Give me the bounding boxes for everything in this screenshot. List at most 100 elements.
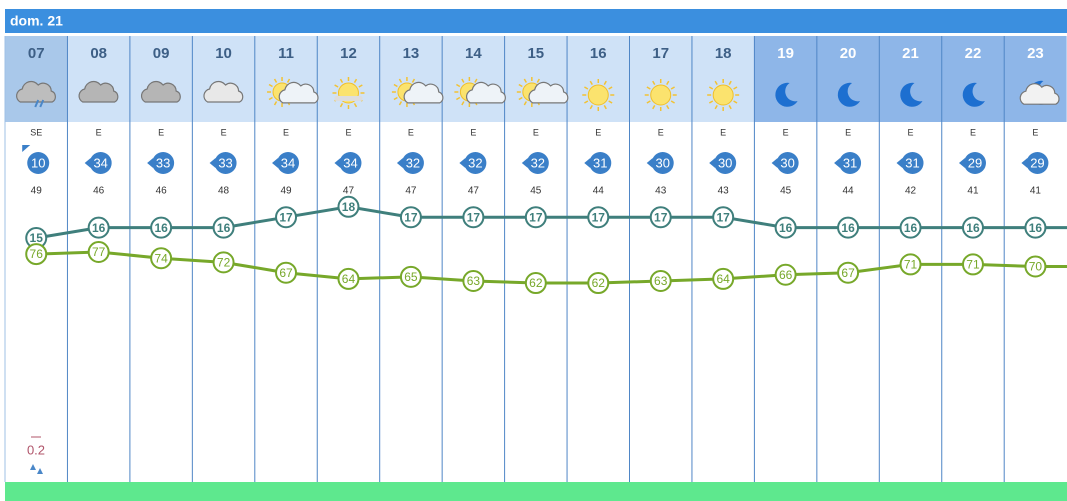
hour-label: 16 [590,45,607,62]
wind-speed: 10 [31,155,45,170]
sun-ray [589,105,593,110]
pressure: 49 [31,186,43,197]
humidity-label: 67 [841,266,855,280]
pressure: 45 [780,186,792,197]
temperature-label: 17 [592,210,606,224]
wind-speed: 32 [406,155,420,170]
wind-arrow [209,158,216,168]
sun-ray [714,80,718,85]
hour-header [941,36,1005,122]
sun-ray [268,83,273,88]
sun [650,84,672,106]
wind-arrow [771,158,778,168]
wind-badge [152,152,175,174]
humidity-label: 63 [654,274,668,288]
sun-ray [334,84,339,88]
wind-direction: E [845,127,851,137]
sun-ray [646,100,651,104]
sun-ray [646,86,651,90]
humidity-point [712,267,735,290]
footer-bar [5,482,1067,501]
sun-ray [273,101,278,106]
cloud [78,80,119,103]
temperature-label: 16 [841,221,855,235]
hour-header [504,36,568,122]
humidity-point [899,253,922,276]
temperature-point [1024,216,1047,239]
cloud [278,81,319,104]
humidity-point [87,241,110,263]
sun-ray [393,96,398,101]
sun-ray [670,86,675,90]
cloud [203,80,244,103]
pressure: 45 [530,186,542,197]
hour-header [67,36,130,122]
wind-direction: E [345,127,351,137]
sun-ray [353,103,358,108]
wind-badge [464,152,487,174]
pressure: 41 [1030,186,1042,197]
wind-speed: 34 [281,155,295,170]
wind-speed: 30 [655,155,669,170]
humidity-point [587,272,610,295]
sun-ray [714,105,718,110]
humidity-label: 64 [342,272,356,286]
sun-ray [339,78,344,83]
sun-ray [518,96,523,101]
weather-icon [962,82,985,107]
humidity-label: 64 [716,272,730,286]
weather-icon [516,77,569,107]
hour-label: 17 [652,45,669,62]
temperature-point [212,216,235,239]
humidity-point [337,267,360,290]
sun-ray [708,100,714,104]
humidity-label: 62 [529,276,543,290]
wind-arrow [709,158,716,168]
sun-ray [286,78,291,83]
sun-ray [523,101,527,106]
haze [334,96,363,101]
sun-ray [398,78,403,83]
hour-label: 14 [465,45,482,62]
humidity-point [462,269,485,292]
temperature-point [337,195,360,218]
sun-ray [603,105,607,110]
moon [900,82,923,107]
pressure: 42 [905,186,917,197]
wind-arrow [646,158,653,168]
hour-label: 08 [90,45,107,62]
rain-drops [34,99,45,108]
temperature-label: 16 [217,221,231,235]
temperature-label: 16 [92,221,106,235]
temperature-point [462,206,485,229]
wind-speed: 31 [593,155,607,170]
weather-icon [1019,80,1060,105]
sun [712,84,734,106]
humidity-label: 66 [779,268,793,282]
wind-arrow [272,158,279,168]
sun-ray [339,103,344,108]
temperature-label: 16 [966,221,980,235]
wind-arrow [22,145,31,152]
sun-ray [523,78,527,83]
pressure: 48 [218,186,230,197]
cloud [403,81,444,104]
temperature-point [899,216,922,239]
sun-ray [733,100,738,104]
temperature-label: 16 [779,221,793,235]
wind-speed: 31 [905,155,919,170]
day-bar [5,9,1067,33]
temperature-label: 17 [404,210,418,224]
sun-ray [708,86,714,90]
weather-icon [391,77,444,107]
wind-arrow [896,158,903,168]
sun-ray [461,78,465,83]
wind-badge [277,152,300,174]
hour-label: 10 [215,45,232,62]
sun-ray [589,80,593,85]
weather-icon [900,82,923,107]
weather-icon [707,79,740,111]
temperature-point [712,206,735,229]
weather-icon [454,77,506,107]
wind-direction: E [783,127,789,137]
